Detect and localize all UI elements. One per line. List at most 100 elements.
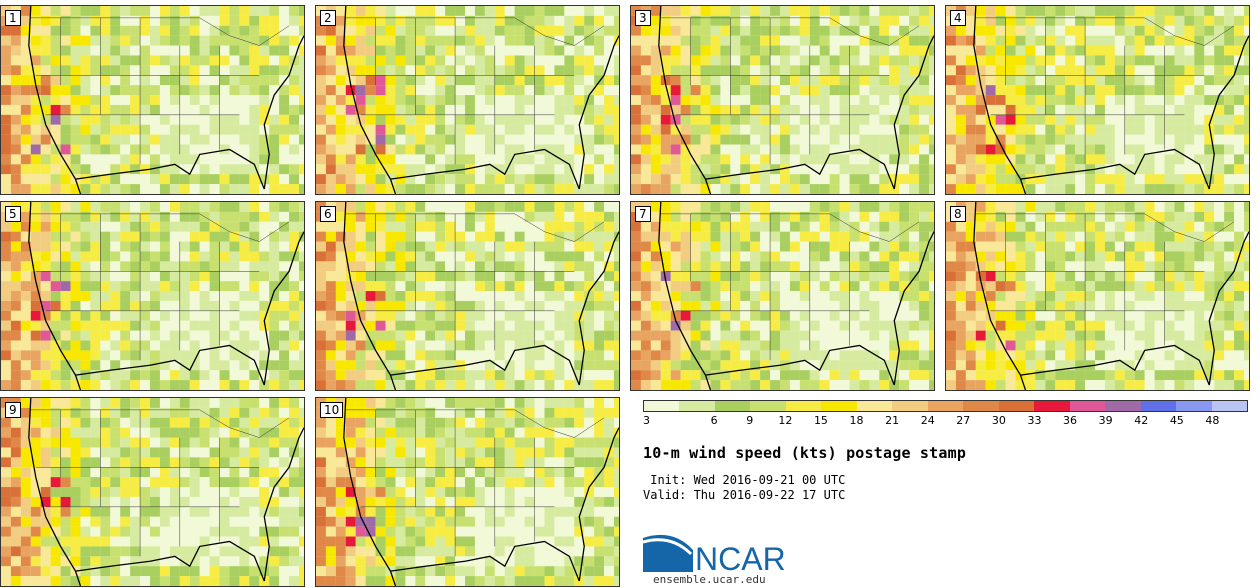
wind-cell — [455, 350, 466, 361]
wind-cell — [455, 55, 466, 66]
wind-cell — [670, 231, 681, 242]
wind-cell — [484, 251, 495, 262]
wind-cell — [564, 164, 575, 175]
wind-cell — [879, 174, 890, 185]
wind-cell — [1114, 291, 1125, 301]
wind-cell — [484, 291, 495, 301]
wind-cell — [514, 350, 525, 361]
wind-cell — [1124, 320, 1135, 331]
coastline — [1208, 35, 1249, 190]
wind-cell — [140, 124, 151, 135]
wind-cell — [269, 310, 280, 321]
wind-cell — [259, 437, 270, 448]
wind-cell — [660, 174, 671, 185]
wind-cell — [474, 281, 485, 292]
wind-cell — [50, 380, 61, 390]
wind-cell — [1114, 184, 1125, 194]
wind-cell — [269, 380, 280, 390]
wind-cell — [110, 380, 121, 390]
wind-cell — [209, 65, 220, 76]
wind-cell — [179, 144, 190, 155]
wind-cell — [355, 114, 366, 125]
wind-cell — [415, 370, 426, 381]
wind-cell — [259, 417, 270, 428]
wind-cell — [584, 75, 595, 86]
wind-cell — [1, 55, 11, 66]
wind-cell — [640, 310, 651, 321]
wind-cell — [631, 154, 641, 165]
wind-cell — [299, 6, 304, 16]
wind-cell — [604, 45, 615, 56]
wind-cell — [120, 241, 131, 252]
wind-cell — [1035, 370, 1046, 381]
wind-cell — [760, 281, 771, 292]
wind-cell — [325, 261, 336, 272]
wind-cell — [504, 65, 515, 76]
wind-cell — [1224, 134, 1235, 145]
wind-cell — [90, 457, 101, 468]
wind-cell — [289, 380, 300, 390]
wind-cell — [740, 340, 751, 351]
wind-cell — [1134, 291, 1145, 301]
wind-cell — [355, 231, 366, 242]
wind-cell — [1214, 380, 1225, 390]
wind-cell — [670, 380, 681, 390]
wind-cell — [524, 202, 535, 212]
wind-cell — [10, 144, 21, 155]
wind-cell — [1025, 154, 1036, 165]
wind-cell — [909, 95, 920, 105]
wind-cell — [584, 211, 595, 222]
wind-cell — [269, 251, 280, 262]
wind-cell — [574, 340, 585, 351]
wind-cell — [269, 184, 280, 194]
wind-cell — [1065, 75, 1076, 86]
wind-cell — [849, 114, 860, 125]
wind-cell — [544, 55, 555, 66]
wind-cell — [1224, 202, 1235, 212]
wind-cell — [544, 85, 555, 96]
wind-cell — [929, 164, 934, 175]
wind-cell — [249, 271, 260, 282]
wind-cell — [80, 45, 91, 56]
wind-cell — [10, 25, 21, 36]
wind-cell — [70, 85, 81, 96]
wind-cell — [614, 370, 619, 381]
wind-cell — [140, 427, 151, 438]
wind-cell — [70, 164, 81, 175]
wind-cell — [789, 6, 800, 16]
wind-cell — [889, 221, 900, 232]
wind-cell — [1015, 75, 1026, 86]
wind-cell — [1045, 300, 1056, 311]
wind-cell — [680, 75, 691, 86]
wind-cell — [869, 370, 880, 381]
wind-cell — [120, 437, 131, 448]
wind-cell — [604, 15, 615, 26]
wind-cell — [524, 310, 535, 321]
wind-cell — [849, 241, 860, 252]
wind-cell — [239, 417, 250, 428]
wind-cell — [670, 6, 681, 16]
wind-cell — [720, 65, 731, 76]
wind-cell — [395, 124, 406, 135]
wind-cell — [789, 164, 800, 175]
wind-cell — [780, 350, 790, 361]
wind-cell — [640, 241, 651, 252]
wind-cell — [1, 231, 11, 242]
wind-cell — [70, 320, 81, 331]
wind-cell — [514, 261, 525, 272]
wind-cell — [140, 320, 151, 331]
wind-cell — [189, 144, 200, 155]
wind-cell — [770, 350, 781, 361]
map-panel-2: 2 — [315, 5, 620, 195]
wind-cell — [110, 154, 121, 165]
wind-cell — [946, 85, 956, 96]
wind-cell — [316, 261, 326, 272]
wind-cell — [325, 271, 336, 282]
wind-cell — [20, 25, 31, 36]
wind-cell — [375, 310, 386, 321]
wind-cell — [199, 231, 210, 242]
wind-cell — [70, 231, 81, 242]
wind-cell — [975, 174, 986, 185]
wind-cell — [355, 144, 366, 155]
wind-cell — [150, 310, 160, 321]
